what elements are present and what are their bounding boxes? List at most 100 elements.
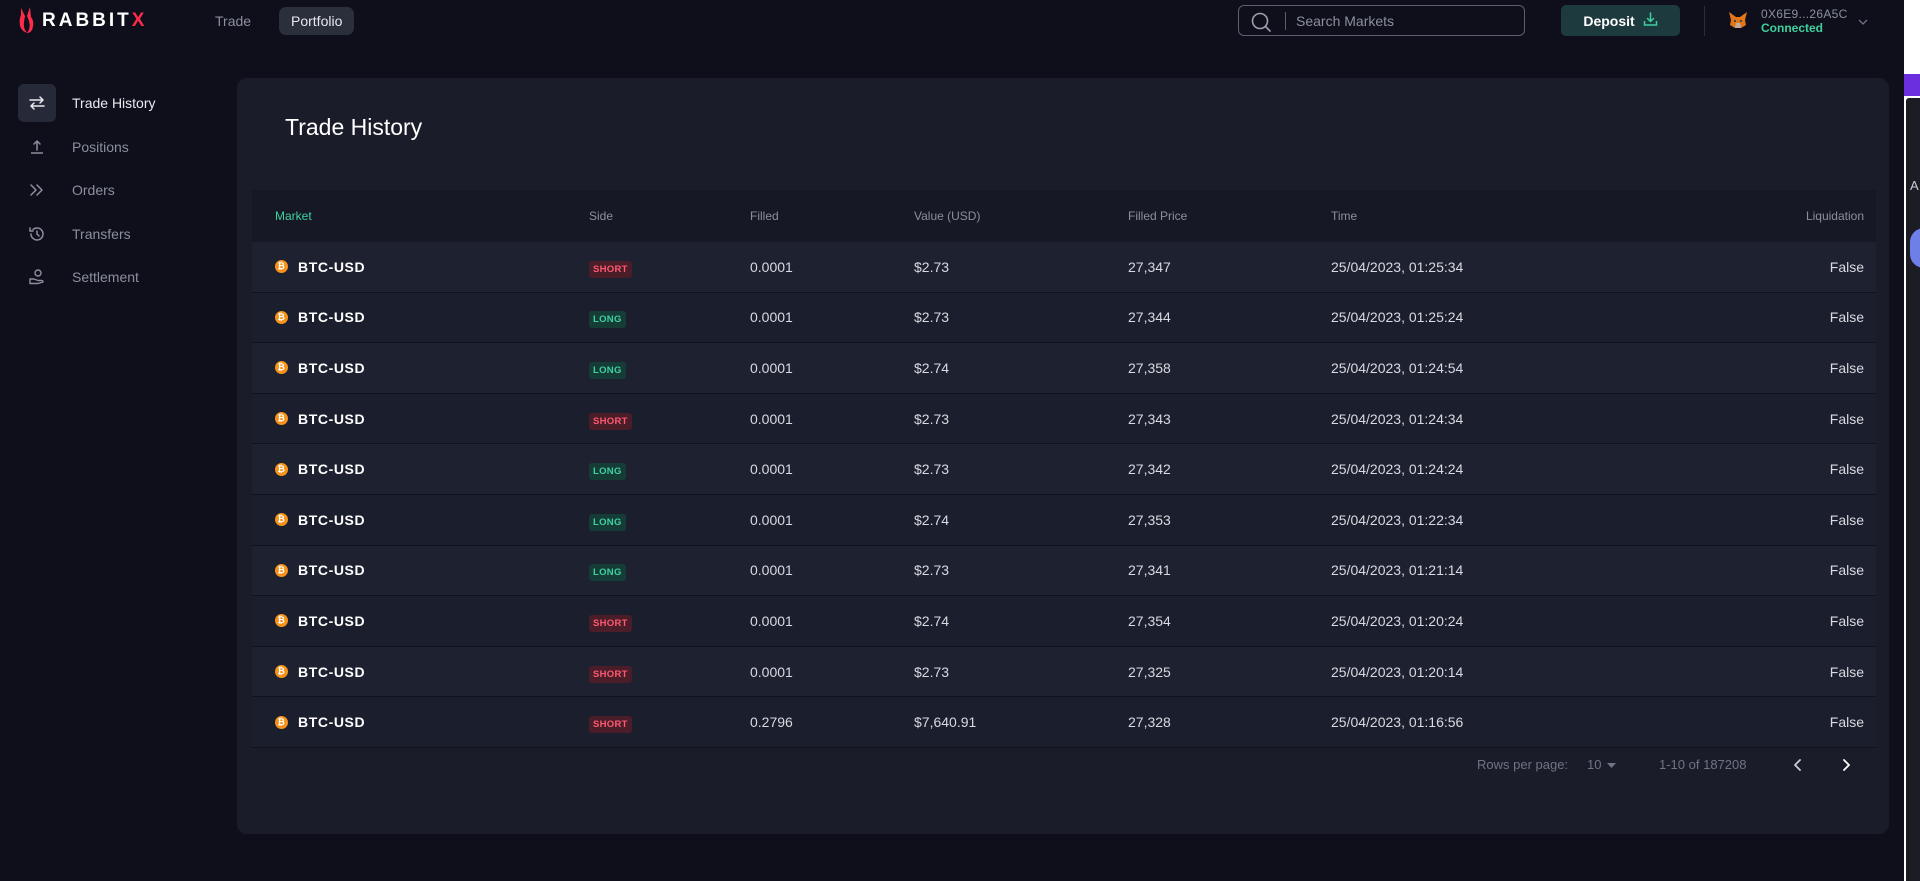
trade-history-panel: Trade History Market Side Filled Value (… <box>237 78 1889 834</box>
top-bar: RABBITX Trade Portfolio Deposit 0X6E9...… <box>0 0 1900 42</box>
header-divider <box>1704 6 1705 36</box>
liquidation-cell: False <box>1829 612 1864 629</box>
market-symbol: BTC-USD <box>298 359 366 376</box>
table-body: ₿ BTC-USD SHORT 0.0001 $2.73 27,347 25/04/2023… <box>252 242 1876 748</box>
column-header-liquidation[interactable]: Liquidation <box>1805 209 1864 223</box>
filled-cell: 0.0001 <box>750 309 793 326</box>
table-row[interactable]: ₿ BTC-USD LONG 0.0001 $2.74 27,353 25/04/2023,… <box>252 494 1876 546</box>
market-symbol: BTC-USD <box>298 714 366 731</box>
sidebar-item-positions[interactable]: Positions <box>18 128 218 166</box>
table-row[interactable]: ₿ BTC-USD SHORT 0.2796 $7,640.91 27,328 25/04/… <box>252 697 1876 748</box>
search-input[interactable] <box>1296 10 1516 32</box>
value-cell: $2.73 <box>914 410 950 427</box>
double-chevron-right-icon <box>18 171 56 209</box>
market-symbol: BTC-USD <box>298 663 366 680</box>
filled-price-cell: 27,328 <box>1128 714 1171 731</box>
trade-history-table: Market Side Filled Value (USD) Filled Pr… <box>252 190 1876 748</box>
search-icon <box>1250 11 1272 33</box>
liquidation-cell: False <box>1829 410 1864 427</box>
overlay-avatar[interactable] <box>1910 228 1920 268</box>
table-row[interactable]: ₿ BTC-USD SHORT 0.0001 $2.73 27,347 25/04/2023… <box>252 242 1876 293</box>
filled-price-cell: 27,341 <box>1128 562 1171 579</box>
column-header-filled[interactable]: Filled <box>750 209 779 223</box>
market-cell[interactable]: ₿ BTC-USD <box>275 411 365 427</box>
previous-page-button[interactable] <box>1788 755 1808 775</box>
liquidation-cell: False <box>1829 511 1864 528</box>
rabbitx-logo[interactable]: RABBITX <box>18 6 147 36</box>
filled-price-cell: 27,353 <box>1128 511 1171 528</box>
market-cell[interactable]: ₿ BTC-USD <box>275 714 365 730</box>
nav-tab-trade[interactable]: Trade <box>215 13 252 29</box>
market-cell[interactable]: ₿ BTC-USD <box>275 664 365 680</box>
rabbit-logo-icon <box>18 6 38 36</box>
time-cell: 25/04/2023, 01:22:34 <box>1331 511 1464 528</box>
table-row[interactable]: ₿ BTC-USD SHORT 0.0001 $2.73 27,325 25/04/2023… <box>252 646 1876 698</box>
deposit-button[interactable]: Deposit <box>1561 5 1680 36</box>
filled-cell: 0.0001 <box>750 258 793 275</box>
time-cell: 25/04/2023, 01:24:54 <box>1331 359 1464 376</box>
market-cell[interactable]: ₿ BTC-USD <box>275 461 365 477</box>
column-header-time[interactable]: Time <box>1331 209 1358 223</box>
sidebar-item-trade-history[interactable]: Trade History <box>18 84 218 122</box>
column-header-market[interactable]: Market <box>275 209 312 223</box>
filled-price-cell: 27,325 <box>1128 663 1171 680</box>
bitcoin-icon: ₿ <box>275 715 288 729</box>
nav-tab-portfolio[interactable]: Portfolio <box>279 7 355 35</box>
filled-cell: 0.0001 <box>750 359 793 376</box>
column-header-filled-price[interactable]: Filled Price <box>1128 209 1188 223</box>
bitcoin-icon: ₿ <box>275 412 288 426</box>
upload-icon <box>18 128 56 166</box>
table-row[interactable]: ₿ BTC-USD LONG 0.0001 $2.74 27,358 25/04/2023,… <box>252 343 1876 394</box>
table-row[interactable]: ₿ BTC-USD SHORT 0.0001 $2.74 27,354 25/04/2023… <box>252 596 1876 647</box>
column-header-side[interactable]: Side <box>589 209 614 223</box>
metamask-fox-icon <box>1728 11 1748 29</box>
search-box[interactable] <box>1238 5 1525 36</box>
side-cell: LONG <box>589 461 626 481</box>
liquidation-cell: False <box>1829 562 1864 579</box>
rows-per-page-label: Rows per page: <box>1477 757 1569 772</box>
side-cell: SHORT <box>589 714 632 734</box>
filled-price-cell: 27,342 <box>1128 461 1171 478</box>
table-row[interactable]: ₿ BTC-USD LONG 0.0001 $2.73 27,344 25/04/2023,… <box>252 292 1876 344</box>
bitcoin-icon: ₿ <box>275 310 288 324</box>
filled-price-cell: 27,358 <box>1128 359 1171 376</box>
market-cell[interactable]: ₿ BTC-USD <box>275 360 365 376</box>
side-overlay-edge: A <box>1904 0 1920 881</box>
value-cell: $2.74 <box>914 511 950 528</box>
page-title: Trade History <box>285 114 423 140</box>
chevron-left-icon <box>1794 759 1801 771</box>
wallet-menu[interactable]: 0X6E9...26A5C Connected <box>1728 6 1873 36</box>
table-row[interactable]: ₿ BTC-USD LONG 0.0001 $2.73 27,342 25/04/2023,… <box>252 444 1876 495</box>
filled-cell: 0.0001 <box>750 562 793 579</box>
filled-price-cell: 27,344 <box>1128 309 1171 326</box>
market-cell[interactable]: ₿ BTC-USD <box>275 309 365 325</box>
table-row[interactable]: ₿ BTC-USD SHORT 0.0001 $2.73 27,343 25/04/2023… <box>252 393 1876 445</box>
sidebar-item-label: Transfers <box>72 225 131 242</box>
column-header-value[interactable]: Value (USD) <box>914 209 981 223</box>
rows-per-page-select[interactable]: 10 <box>1587 757 1617 772</box>
chevron-right-icon <box>1843 759 1850 771</box>
next-page-button[interactable] <box>1836 755 1856 775</box>
market-cell[interactable]: ₿ BTC-USD <box>275 259 365 275</box>
sidebar-item-settlement[interactable]: Settlement <box>18 258 218 296</box>
market-cell[interactable]: ₿ BTC-USD <box>275 512 365 528</box>
side-cell: SHORT <box>589 613 632 632</box>
sidebar-item-transfers[interactable]: Transfers <box>18 215 218 253</box>
time-cell: 25/04/2023, 01:24:24 <box>1331 461 1464 478</box>
sidebar-item-label: Positions <box>72 138 129 155</box>
sidebar-item-orders[interactable]: Orders <box>18 171 218 209</box>
table-header: Market Side Filled Value (USD) Filled Pr… <box>252 190 1876 242</box>
market-cell[interactable]: ₿ BTC-USD <box>275 613 365 629</box>
pagination-range: 1-10 of 187208 <box>1659 757 1747 772</box>
value-cell: $2.73 <box>914 562 950 579</box>
value-cell: $2.73 <box>914 663 950 680</box>
time-cell: 25/04/2023, 01:25:24 <box>1331 309 1464 326</box>
side-badge: LONG <box>589 513 626 531</box>
side-badge: LONG <box>589 463 626 481</box>
overlay-header-bar <box>1904 74 1920 96</box>
side-badge: LONG <box>589 564 626 582</box>
table-row[interactable]: ₿ BTC-USD LONG 0.0001 $2.73 27,341 25/04/2023,… <box>252 545 1876 597</box>
market-cell[interactable]: ₿ BTC-USD <box>275 562 365 578</box>
time-cell: 25/04/2023, 01:24:34 <box>1331 410 1464 427</box>
liquidation-cell: False <box>1829 714 1864 731</box>
